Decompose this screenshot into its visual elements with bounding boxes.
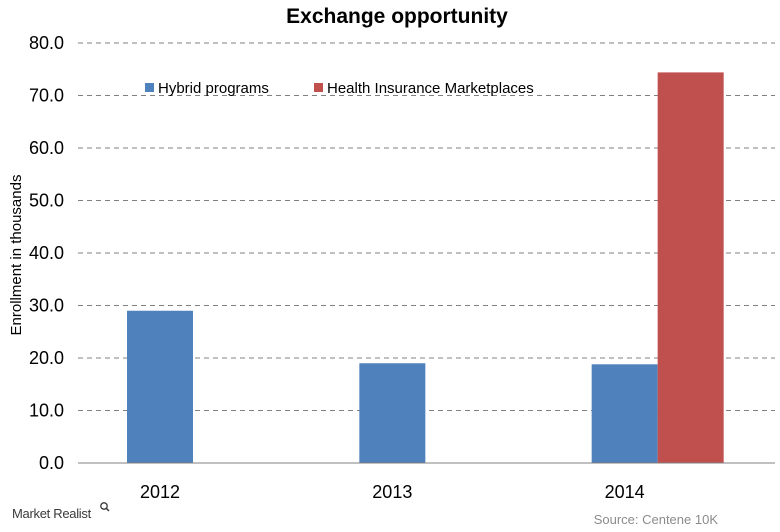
- source-note: Source: Centene 10K: [594, 512, 719, 527]
- legend-label: Health Insurance Marketplaces: [327, 80, 534, 97]
- y-tick-label: 10.0: [29, 401, 64, 421]
- logo-text: Market Realist: [12, 506, 92, 521]
- legend: Hybrid programs Health Insurance Marketpl…: [145, 80, 534, 97]
- legend-swatch: [314, 83, 323, 92]
- bar-hybrid-programs-2012: [127, 310, 193, 463]
- y-tick-label: 70.0: [29, 86, 64, 106]
- chart-title: Exchange opportunity: [286, 5, 508, 28]
- x-tick-label: 2014: [605, 482, 645, 502]
- y-axis-ticks: 0.0 10.0 20.0 30.0 40.0 50.0 60.0 70.0 80.0: [29, 33, 64, 473]
- y-tick-label: 20.0: [29, 348, 64, 368]
- magnifier-icon: [100, 502, 110, 512]
- x-tick-label: 2013: [372, 482, 412, 502]
- bar-hybrid-programs-2014: [591, 364, 658, 463]
- y-tick-label: 40.0: [29, 243, 64, 263]
- x-axis-ticks: 2012 2013 2014: [140, 482, 645, 502]
- y-tick-label: 60.0: [29, 138, 64, 158]
- y-tick-label: 80.0: [29, 33, 64, 53]
- y-tick-label: 50.0: [29, 191, 64, 211]
- y-axis-label: Enrollment in thousands: [8, 175, 25, 336]
- y-tick-label: 30.0: [29, 296, 64, 316]
- x-tick-label: 2012: [140, 482, 180, 502]
- bar-health-insurance-marketplaces-2014: [657, 72, 724, 464]
- y-tick-label: 0.0: [39, 453, 64, 473]
- bars: [127, 72, 724, 464]
- market-realist-logo: Market Realist: [12, 502, 110, 521]
- legend-label: Hybrid programs: [158, 80, 269, 97]
- bar-hybrid-programs-2013: [359, 363, 426, 463]
- legend-swatch: [145, 83, 154, 92]
